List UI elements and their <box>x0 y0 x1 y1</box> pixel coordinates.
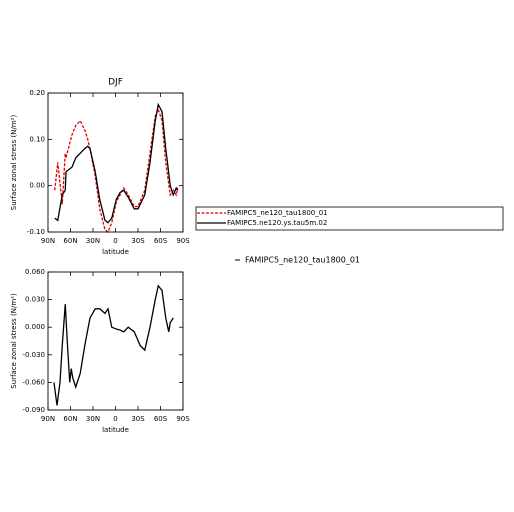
data-line <box>53 284 174 406</box>
y-axis-label: Surface zonal stress (N/m²) <box>10 115 18 211</box>
x-tick-label: 60N <box>63 415 77 423</box>
y-tick-label: 0.10 <box>29 135 45 143</box>
y-tick-label: -0.090 <box>22 406 45 414</box>
y-tick-label: 0.20 <box>29 89 45 97</box>
x-tick-label: 60S <box>154 237 168 245</box>
x-tick-label: 30S <box>131 415 145 423</box>
x-tick-label: 30S <box>131 237 145 245</box>
x-axis-label: latitude <box>102 248 129 256</box>
legend-label: FAMIPC5_ne120_tau1800_01 <box>245 256 360 265</box>
plot: DJF latitude Surface zonal stress (N/m²) 90… <box>10 78 190 257</box>
y-tick-label: -0.10 <box>27 228 45 236</box>
x-tick-label: 90N <box>41 237 55 245</box>
y-tick-label: 0.060 <box>25 268 45 276</box>
x-tick-label: 60N <box>63 237 77 245</box>
x-tick-label: 30N <box>86 415 100 423</box>
legend: FAMIPC5_ne120_tau1800_01 FAMIPC5.ne120.ys… <box>195 206 504 231</box>
y-tick-label: 0.000 <box>25 323 45 331</box>
chart-title: DJF <box>108 78 123 88</box>
x-tick-label: 90S <box>176 237 190 245</box>
y-tick-label: -0.030 <box>22 351 45 359</box>
y-axis-label: Surface zonal stress (N/m²) <box>10 293 18 389</box>
plot-frame <box>47 92 184 233</box>
data-line <box>54 107 179 234</box>
legend-label: FAMIPC5.ne120.ys.tau5m.02 <box>227 219 327 227</box>
legend-label: FAMIPC5_ne120_tau1800_01 <box>227 209 328 217</box>
x-tick-label: 0 <box>113 415 117 423</box>
x-tick-label: 30N <box>86 237 100 245</box>
x-tick-label: 90N <box>41 415 55 423</box>
plot-frame <box>47 271 184 411</box>
x-tick-label: 60S <box>154 415 168 423</box>
x-axis-label: latitude <box>102 426 129 434</box>
y-tick-label: -0.060 <box>22 378 45 386</box>
x-tick-label: 90S <box>176 415 190 423</box>
x-tick-label: 0 <box>113 237 117 245</box>
plot: latitude Surface zonal stress (N/m²) 90N 60… <box>10 256 360 435</box>
legend-box <box>195 206 504 231</box>
y-tick-label: 0.00 <box>29 182 45 190</box>
y-tick-label: 0.030 <box>25 296 45 304</box>
data-line <box>54 102 179 224</box>
